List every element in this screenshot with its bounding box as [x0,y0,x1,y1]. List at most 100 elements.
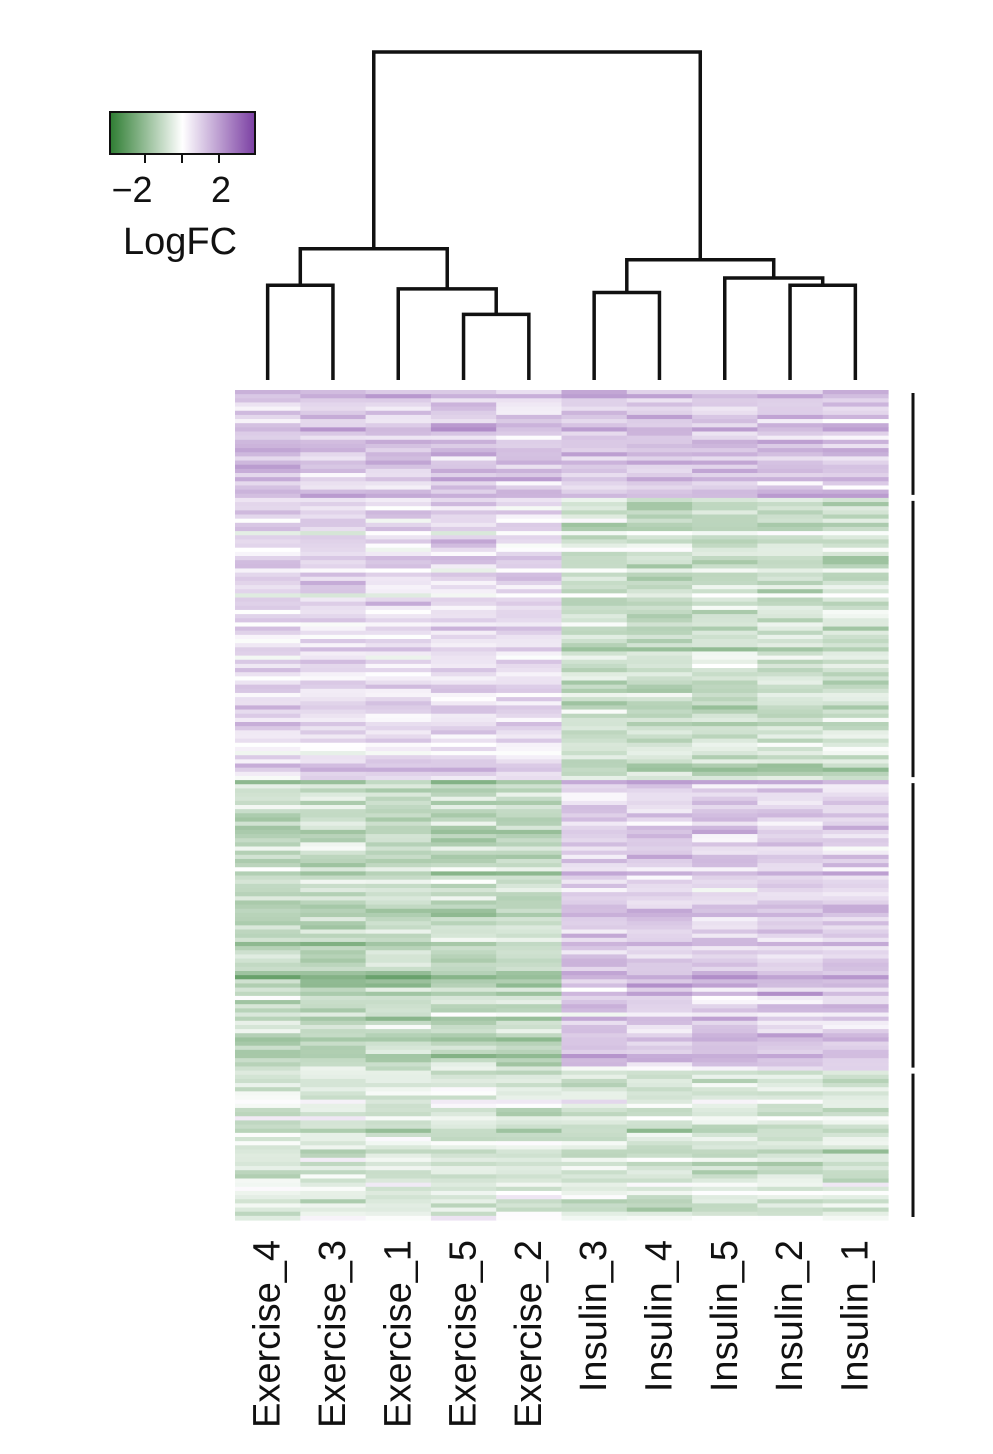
heatmap-cell [496,983,563,989]
heatmap-cell [692,966,758,972]
heatmap-cell [561,601,628,607]
heatmap-cell [692,1049,758,1055]
heatmap-cell [822,1004,889,1009]
heatmap-cell [300,439,367,445]
heatmap-cell [235,510,301,516]
heatmap-cell [235,593,301,599]
heatmap-cell [496,1145,563,1151]
heatmap-cell [430,423,497,428]
heatmap-cell [626,979,693,985]
column-label: Exercise_4 [247,1240,289,1428]
heatmap-cell [365,1170,432,1175]
heatmap-cell [365,684,432,690]
heatmap-cell [496,800,563,806]
dendrogram-branch [265,283,335,380]
heatmap-cell [561,535,628,540]
heatmap-cell [822,572,889,578]
heatmap-cell [430,551,497,557]
heatmap-cell [692,730,758,736]
heatmap-cell [626,1116,693,1121]
heatmap-cell [757,518,824,524]
legend-title: LogFC [123,221,237,263]
heatmap-cell [235,1203,301,1209]
heatmap-cell [496,676,563,682]
heatmap-cell [692,1137,758,1142]
heatmap-cell [496,1024,563,1030]
column-label: Insulin_1 [834,1240,876,1392]
heatmap-cell [365,966,432,972]
heatmap-cell [235,829,301,835]
heatmap-cell [626,506,693,511]
heatmap-cell [692,726,758,731]
heatmap-cell [626,1045,693,1051]
heatmap-cell [692,763,758,769]
heatmap-cell [626,846,693,852]
heatmap-cell [300,502,367,507]
heatmap-cell [365,908,432,914]
heatmap-cell [496,1083,563,1088]
heatmap-cell [757,423,824,428]
heatmap-cell [561,792,628,798]
heatmap-cell [626,1103,693,1109]
heatmap-cell [365,514,432,520]
heatmap-cell [561,1029,628,1034]
heatmap-cell [822,1016,889,1022]
heatmap-cell [692,821,758,827]
heatmap-cell [757,1083,824,1088]
heatmap-cell [430,1074,497,1080]
heatmap-cell [822,879,889,885]
heatmap-cell [757,551,824,557]
heatmap-cell [235,522,301,528]
heatmap-cell [430,746,497,752]
heatmap-cell [365,1211,432,1217]
heatmap-cell [626,850,693,856]
heatmap-cell [235,933,301,939]
heatmap-cell [692,414,758,420]
heatmap-cell [300,497,367,503]
heatmap-cell [626,589,693,594]
heatmap-cell [430,846,497,852]
heatmap-cell [692,1207,758,1213]
heatmap-cell [692,746,758,752]
heatmap-cell [496,439,563,445]
heatmap-cell [365,535,432,540]
heatmap-cell [300,481,367,487]
heatmap-cell [430,933,497,939]
heatmap-cell [692,1174,758,1180]
heatmap-cell [430,929,497,935]
heatmap-cell [365,630,432,636]
heatmap-cell [496,1149,563,1155]
heatmap-cell [496,643,563,648]
heatmap-cell [822,431,889,437]
heatmap-cell [235,1112,301,1117]
heatmap-cell [300,688,367,694]
heatmap-cell [626,1004,693,1009]
heatmap-cell [235,1116,301,1121]
heatmap-cell [757,531,824,536]
heatmap-cell [626,1199,693,1204]
heatmap-cell [235,1170,301,1175]
heatmap-cell [430,398,497,404]
heatmap-cell [430,1182,497,1188]
heatmap-cell [757,971,824,976]
heatmap-cell [561,1141,628,1146]
heatmap-cell [822,585,889,590]
heatmap-cell [300,946,367,951]
heatmap-cell [365,572,432,578]
heatmap-cell [496,585,563,590]
heatmap-cell [496,468,563,474]
heatmap-cell [496,568,563,574]
heatmap-cell [822,1166,889,1171]
heatmap-cell [496,506,563,511]
heatmap-cell [235,834,301,839]
heatmap-cell [496,522,563,528]
heatmap-cell [430,941,497,947]
heatmap-cell [626,485,693,491]
heatmap-cell [496,751,563,756]
heatmap-cell [757,925,824,931]
heatmap-cell [496,883,563,889]
heatmap-cell [822,759,889,765]
heatmap-cell [822,477,889,482]
heatmap-cell [496,709,563,715]
heatmap-cell [496,406,563,412]
